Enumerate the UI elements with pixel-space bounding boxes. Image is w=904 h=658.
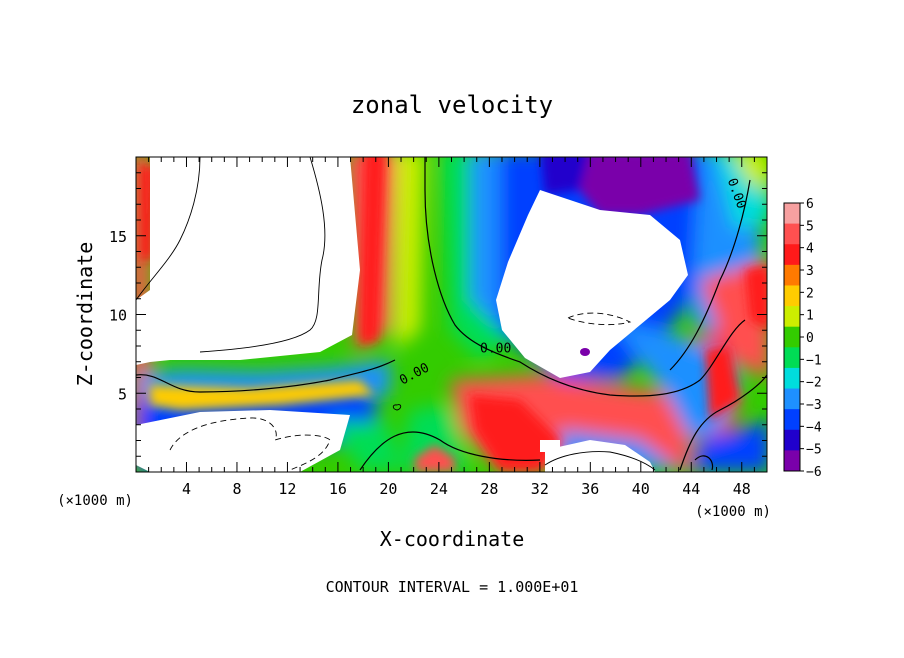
x-axis-label: X-coordinate — [380, 527, 525, 551]
colorbar-tick-label: 0 — [806, 331, 814, 346]
colorbar-tick-label: −6 — [806, 465, 822, 480]
y-tick-label: 5 — [118, 385, 127, 403]
x-tick-label: 32 — [531, 480, 549, 498]
x-unit-right: (×1000 m) — [695, 504, 771, 520]
colorbar-swatch — [784, 388, 800, 410]
y-axis-label: Z-coordinate — [73, 242, 97, 387]
colorbar-swatch — [784, 223, 800, 245]
x-tick-label: 28 — [480, 480, 498, 498]
x-tick-label: 8 — [232, 480, 241, 498]
contour-interval-note: CONTOUR INTERVAL = 1.000E+01 — [326, 578, 579, 596]
colorbar-swatch — [784, 264, 800, 286]
colorbar-swatch — [784, 409, 800, 431]
colorbar-tick-label: 3 — [806, 264, 814, 279]
colorbar-tick-label: 2 — [806, 286, 814, 301]
colorbar-tick-label: −3 — [806, 398, 822, 413]
colorbar-swatch — [784, 450, 800, 472]
colorbar-swatch — [784, 326, 800, 348]
y-tick-label: 10 — [109, 307, 127, 325]
x-tick-label: 16 — [329, 480, 347, 498]
x-tick-label: 12 — [278, 480, 296, 498]
x-tick-label: 40 — [632, 480, 650, 498]
x-unit-left: (×1000 m) — [57, 493, 133, 509]
colorbar-swatch — [784, 367, 800, 390]
x-axis: 4 8 12 16 20 24 28 32 36 40 44 48 — [148, 157, 755, 498]
colorbar-tick-label: 4 — [806, 242, 814, 257]
colorbar-swatch — [784, 347, 800, 369]
colorbar-swatch — [784, 203, 800, 225]
colorbar-tick-label: −5 — [806, 443, 822, 458]
x-tick-label: 36 — [581, 480, 599, 498]
x-tick-label: 48 — [733, 480, 751, 498]
colorbar-tick-label: 1 — [806, 309, 814, 324]
colorbar-swatch — [784, 285, 800, 307]
contour-label: 0.00 — [480, 341, 511, 356]
colorbar-tick-label: 5 — [806, 219, 814, 234]
x-tick-label: 24 — [430, 480, 448, 498]
x-tick-label: 44 — [682, 480, 700, 498]
colorbar: 6 5 4 3 2 1 0 −1 −2 −3 −4 −5 −6 — [783, 197, 822, 480]
y-axis: 5 10 15 — [109, 172, 767, 457]
colorbar-swatch — [784, 306, 800, 328]
colorbar-tick-label: 6 — [806, 197, 814, 212]
chart-title: zonal velocity — [351, 91, 553, 119]
y-tick-label: 15 — [109, 228, 127, 246]
x-tick-label: 4 — [182, 480, 191, 498]
x-tick-label: 20 — [379, 480, 397, 498]
colorbar-tick-label: −1 — [806, 353, 822, 368]
colorbar-tick-label: −2 — [806, 376, 822, 391]
colorbar-tick-label: −4 — [806, 420, 822, 435]
velocity-field — [136, 157, 767, 472]
colorbar-swatch — [784, 429, 800, 451]
colorbar-swatch — [784, 244, 800, 266]
